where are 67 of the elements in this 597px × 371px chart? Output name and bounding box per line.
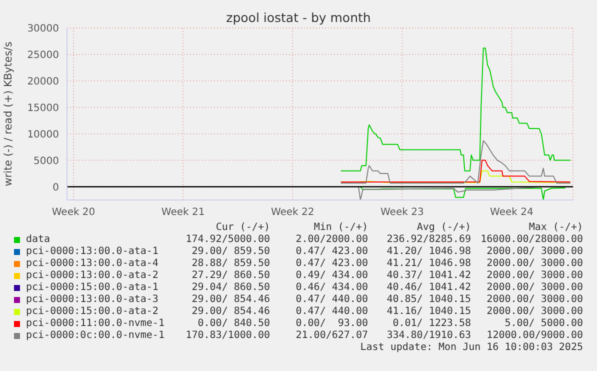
text: 12000.00/9000.00 (486, 330, 583, 342)
text: 40.85/ 1040.15 (386, 294, 471, 306)
text: Max (-/+) (528, 222, 583, 234)
text: 0.46/ 434.00 (296, 282, 368, 294)
y-tick-label: 0 (52, 182, 59, 194)
legend-label: pci-0000:13:00.0-ata-4 (26, 258, 158, 270)
text: 0.47/ 440.00 (296, 294, 368, 306)
line-series (340, 48, 571, 172)
text: Min (-/+) (314, 222, 368, 234)
line-series (340, 140, 571, 184)
y-axis-title: write (-) / read (+) KBytes/s (2, 42, 15, 186)
y-tick-label: 20000 (27, 76, 59, 88)
text: 29.00/ 854.46 (192, 306, 270, 318)
text: 29.00/ 854.46 (192, 294, 270, 306)
legend-label: pci-0000:13:00.0-ata-1 (26, 246, 158, 258)
text: 29.00/ 859.50 (192, 246, 270, 258)
x-tick-label: Week 23 (380, 207, 424, 218)
y-tick-label: 10000 (27, 129, 59, 140)
text: 0.00/ 840.50 (198, 318, 270, 330)
text: 2000.00/ 3000.00 (486, 246, 583, 258)
y-tick-label: 30000 (27, 24, 59, 35)
text: 40.46/ 1041.42 (386, 282, 471, 294)
text: 0.00/ 93.00 (296, 318, 368, 330)
text: Avg (-/+) (416, 222, 471, 234)
text: 2.00/2000.00 (296, 234, 368, 246)
x-tick-label: Week 20 (52, 207, 96, 218)
x-tick-label: Week 24 (490, 207, 534, 218)
legend-label: data (26, 234, 50, 246)
text: 2000.00/ 3000.00 (486, 294, 583, 306)
x-tick-label: Week 21 (161, 207, 205, 218)
legend-label: pci-0000:15:00.0-ata-1 (26, 282, 158, 294)
text: 40.37/ 1041.42 (386, 270, 471, 282)
text: 27.29/ 860.50 (192, 270, 270, 282)
text: 2000.00/ 3000.00 (486, 282, 583, 294)
y-tick-label: 5000 (34, 156, 59, 167)
text: 16000.00/28000.00 (480, 234, 583, 246)
y-tick-label: 25000 (27, 50, 59, 62)
text: 21.00/627.07 (296, 330, 368, 342)
legend-label: pci-0000:13:00.0-ata-3 (26, 294, 158, 306)
text: 41.16/ 1040.15 (386, 306, 471, 318)
text: Cur (-/+) (216, 222, 270, 234)
y-tick-label: 15000 (27, 102, 59, 114)
legend-label: pci-0000:0c:00.0-nvme-1 (26, 330, 164, 342)
text: 0.49/ 434.00 (296, 270, 368, 282)
text: 2000.00/ 3000.00 (486, 258, 583, 270)
text: 41.20/ 1046.98 (386, 246, 471, 258)
text: 236.92/8285.69 (386, 234, 471, 246)
text: 174.92/5000.00 (186, 234, 270, 246)
text: 0.47/ 423.00 (296, 246, 368, 258)
x-tick-label: Week 22 (270, 207, 314, 218)
text: 170.83/1000.00 (186, 330, 270, 342)
line-series (340, 160, 571, 183)
text: Last update: Mon Jun 16 10:00:03 2025 (360, 342, 583, 354)
text: 29.04/ 860.50 (192, 282, 270, 294)
legend-label: pci-0000:15:00.0-ata-2 (26, 306, 158, 318)
text: 2000.00/ 3000.00 (486, 306, 583, 318)
text: 0.47/ 423.00 (296, 258, 368, 270)
text: 334.80/1910.63 (386, 330, 471, 342)
text: 0.47/ 440.00 (296, 306, 368, 318)
chart-title: zpool iostat - by month (225, 10, 372, 25)
text: 0.01/ 1223.58 (392, 318, 471, 330)
text: 5.00/ 5000.00 (504, 318, 583, 330)
text: 28.88/ 859.50 (192, 258, 270, 270)
text: 41.21/ 1046.98 (386, 258, 471, 270)
legend-label: pci-0000:13:00.0-ata-2 (26, 270, 158, 282)
legend-label: pci-0000:11:00.0-nvme-1 (26, 318, 164, 330)
text: 2000.00/ 3000.00 (486, 270, 583, 282)
